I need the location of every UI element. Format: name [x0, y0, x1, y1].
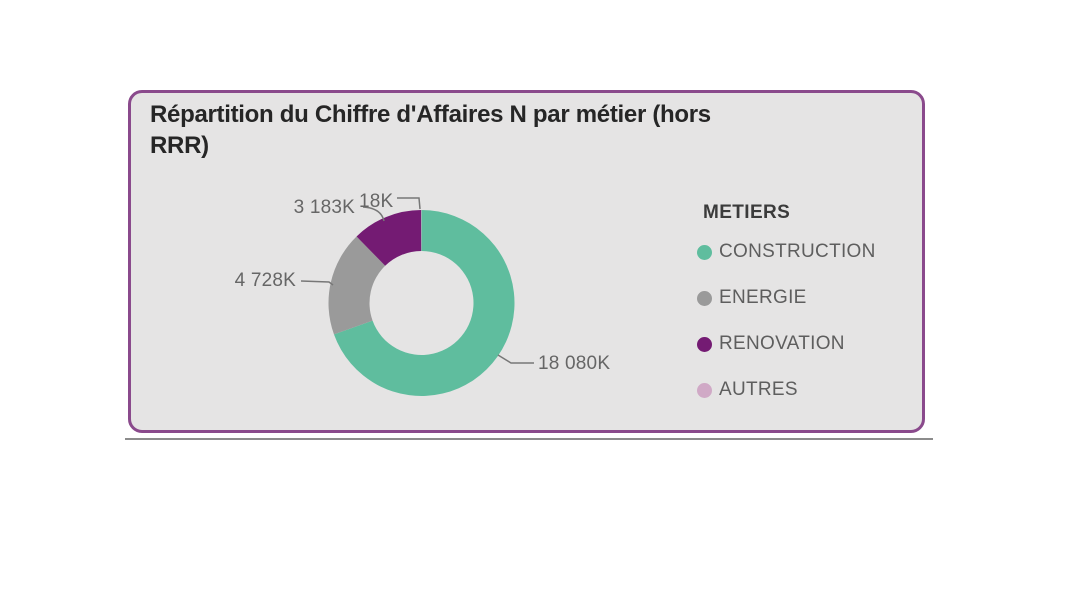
data-label-construction: 18 080K — [538, 353, 611, 374]
legend-label-construction: CONSTRUCTION — [719, 241, 876, 262]
legend-dot-autres — [697, 382, 712, 398]
data-label-energie: 4 728K — [234, 270, 296, 291]
data-label-autres: 18K — [359, 191, 394, 212]
legend: METIERS CONSTRUCTION ENERGIE RENOVATION … — [697, 202, 912, 425]
data-label-renovation: 3 183K — [293, 197, 355, 218]
legend-title: METIERS — [703, 202, 791, 223]
legend-item-autres[interactable]: AUTRES — [697, 379, 912, 401]
chart-title: Répartition du Chiffre d'Affaires N par … — [150, 101, 711, 159]
legend-label-autres: AUTRES — [719, 379, 798, 400]
legend-dot-energie — [697, 290, 712, 306]
legend-dot-renovation — [697, 336, 712, 352]
legend-item-renovation[interactable]: RENOVATION — [697, 333, 912, 355]
legend-label-renovation: RENOVATION — [719, 333, 845, 354]
separator-line — [125, 438, 933, 440]
legend-item-construction[interactable]: CONSTRUCTION — [697, 241, 912, 263]
legend-label-energie: ENERGIE — [719, 287, 807, 308]
chart-card: Répartition du Chiffre d'Affaires N par … — [128, 90, 925, 433]
legend-dot-construction — [697, 244, 712, 260]
legend-item-energie[interactable]: ENERGIE — [697, 287, 912, 309]
